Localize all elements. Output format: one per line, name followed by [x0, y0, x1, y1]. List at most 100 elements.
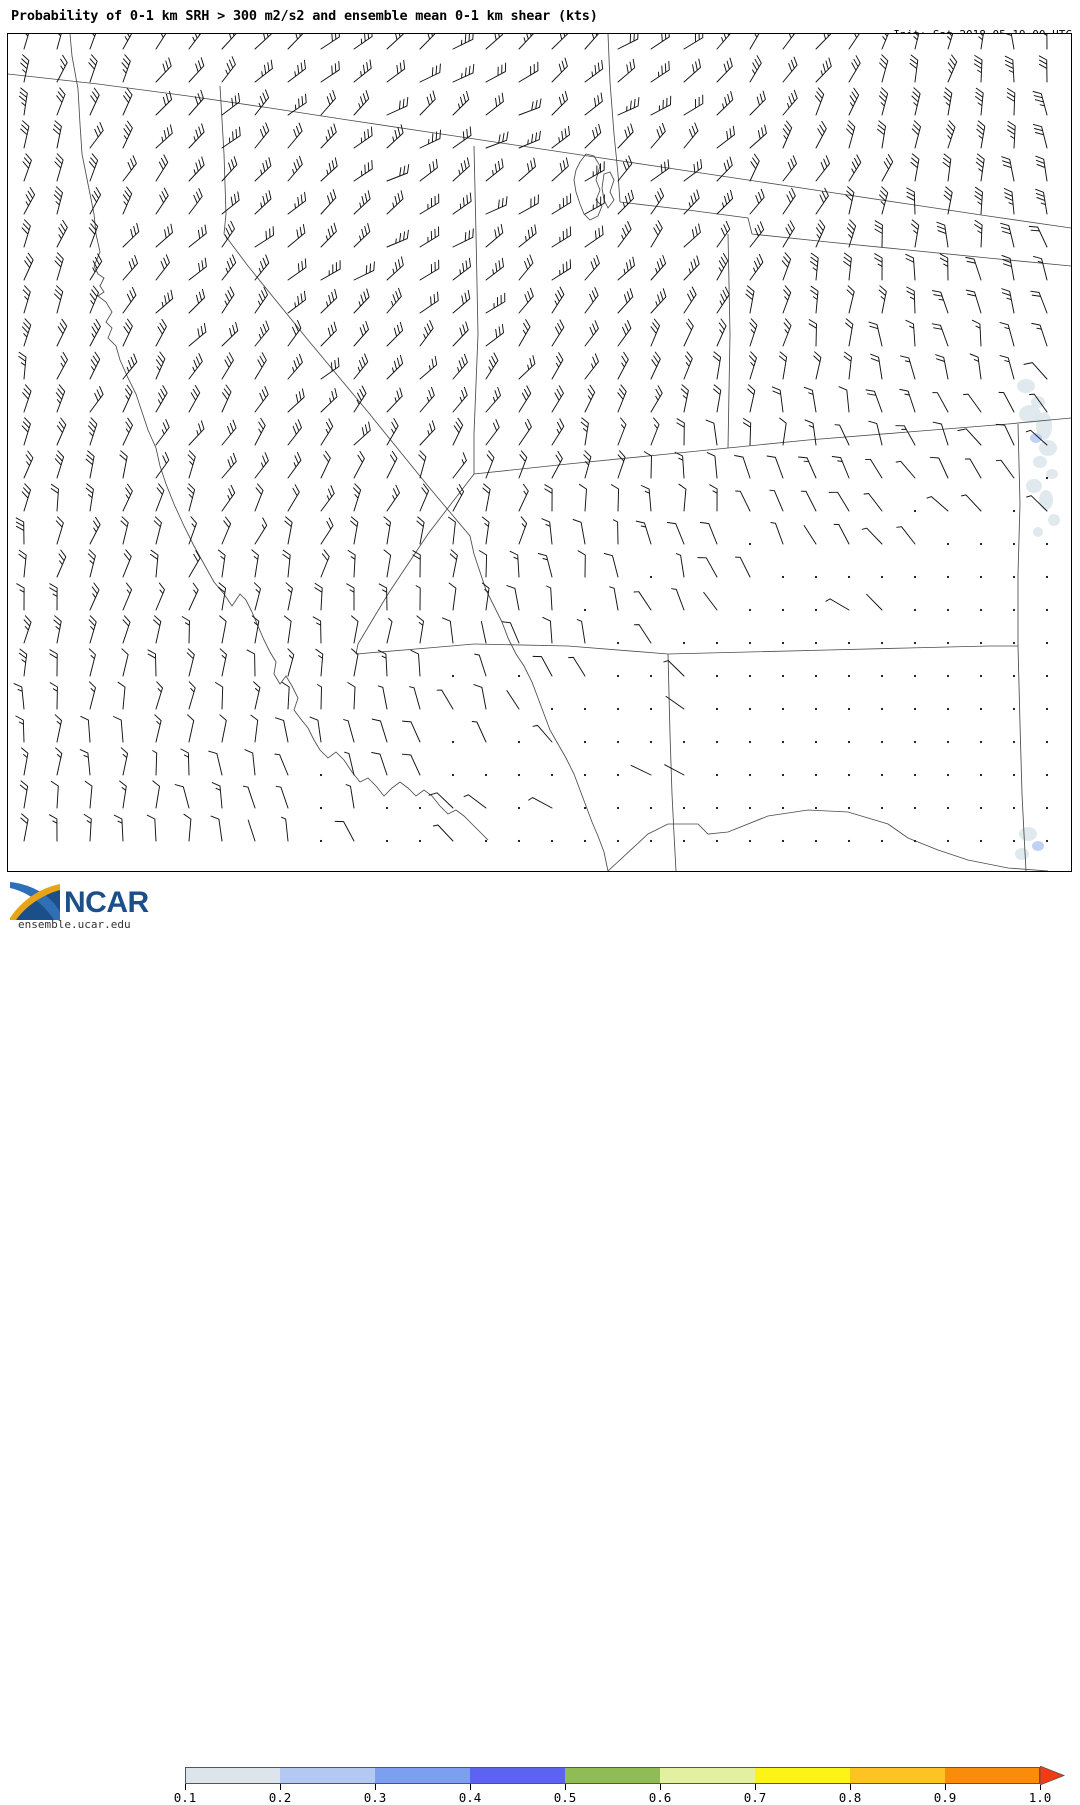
wind-barb — [56, 549, 67, 578]
wind-barb — [89, 351, 101, 380]
colorbar-segment — [755, 1767, 851, 1784]
wind-barb — [386, 229, 409, 248]
wind-barb — [474, 653, 487, 677]
wind-barb — [52, 120, 62, 149]
wind-barb-calm — [880, 674, 884, 678]
wind-barb — [935, 354, 949, 380]
wind-barb — [716, 253, 729, 281]
wind-barb — [320, 260, 341, 281]
wind-barb — [312, 616, 322, 644]
wind-barb — [442, 617, 454, 644]
wind-barb — [122, 120, 133, 149]
wind-barb-calm — [748, 608, 752, 612]
wind-barb — [21, 483, 31, 512]
wind-barb — [122, 549, 132, 578]
wind-barb — [419, 129, 441, 149]
wind-barb-calm — [748, 839, 752, 843]
wind-barb — [155, 582, 165, 611]
wind-barb — [868, 420, 883, 446]
wind-barb — [254, 517, 268, 545]
wind-barb-calm — [616, 641, 620, 645]
wind-barb — [501, 621, 520, 644]
wind-barb — [868, 321, 883, 347]
wind-barb — [117, 681, 126, 710]
wind-barb — [716, 125, 735, 149]
wind-barb — [254, 190, 272, 215]
wind-barb — [999, 355, 1015, 380]
wind-barb — [254, 254, 270, 281]
wind-barb-calm — [385, 839, 389, 843]
wind-barb — [577, 550, 586, 578]
wind-barb — [518, 130, 541, 149]
wind-barb — [89, 122, 104, 149]
wind-barb — [254, 352, 267, 380]
wind-barb-calm — [946, 707, 950, 711]
wind-barb — [963, 393, 982, 413]
wind-barb — [716, 34, 731, 50]
wind-barb — [748, 351, 757, 380]
wind-barb — [485, 292, 506, 314]
wind-barb — [865, 458, 883, 479]
wind-barb — [749, 253, 764, 281]
wind-barb-calm — [913, 575, 917, 579]
wind-barb — [957, 428, 982, 446]
wind-barb — [942, 153, 952, 182]
wind-barb — [716, 57, 733, 83]
wind-barb — [419, 386, 435, 413]
wind-barb — [749, 124, 767, 149]
wind-barb-calm — [649, 674, 653, 678]
wind-barb — [419, 226, 440, 248]
wind-barb — [419, 355, 438, 380]
wind-barb — [346, 583, 355, 611]
wind-barb — [253, 681, 261, 710]
wind-barb-calm — [682, 740, 686, 744]
wind-barb — [617, 351, 629, 380]
probability-patch — [1033, 527, 1043, 537]
wind-barb — [371, 718, 388, 743]
wind-barb — [781, 252, 792, 281]
wind-barb — [181, 616, 190, 644]
wind-barb-calm — [1045, 806, 1049, 810]
wind-barb — [54, 252, 64, 281]
wind-barb — [834, 424, 850, 446]
wind-barb-calm — [979, 674, 983, 678]
wind-barb — [973, 55, 983, 83]
wind-barb — [650, 385, 663, 413]
wind-barb-calm — [1012, 839, 1016, 843]
wind-barb — [899, 388, 916, 413]
wind-barb — [49, 682, 58, 710]
wind-barb — [85, 450, 95, 479]
wind-barb — [386, 287, 402, 314]
wind-barb — [583, 450, 592, 479]
wind-barb — [866, 593, 883, 611]
state-boundaries — [8, 34, 1071, 871]
wind-barb — [334, 820, 355, 842]
wind-barb — [978, 34, 984, 50]
wind-barb-calm — [319, 773, 323, 777]
wind-barb — [287, 59, 306, 83]
wind-barb — [419, 420, 436, 446]
wind-barb-calm — [748, 542, 752, 546]
wind-barb — [518, 319, 531, 347]
wind-barb — [617, 256, 635, 281]
wind-barb — [518, 516, 528, 545]
wind-barb — [287, 290, 306, 314]
wind-barb-calm — [781, 773, 785, 777]
wind-barb-calm — [583, 839, 587, 843]
wind-barb-calm — [517, 773, 521, 777]
wind-barb — [800, 490, 817, 512]
wind-barb — [551, 352, 564, 380]
wind-barb — [518, 355, 536, 380]
wind-barb — [21, 318, 32, 347]
colorbar-segment — [850, 1767, 946, 1784]
wind-barb — [353, 261, 375, 281]
wind-barb — [845, 318, 854, 347]
wind-barb-calm — [1012, 773, 1016, 777]
wind-barb — [485, 386, 501, 413]
wind-barb — [353, 353, 369, 380]
wind-barb — [782, 285, 792, 314]
wind-barb — [350, 516, 359, 545]
wind-barb — [895, 460, 916, 479]
wind-barb — [221, 220, 235, 248]
wind-barb — [584, 353, 599, 380]
